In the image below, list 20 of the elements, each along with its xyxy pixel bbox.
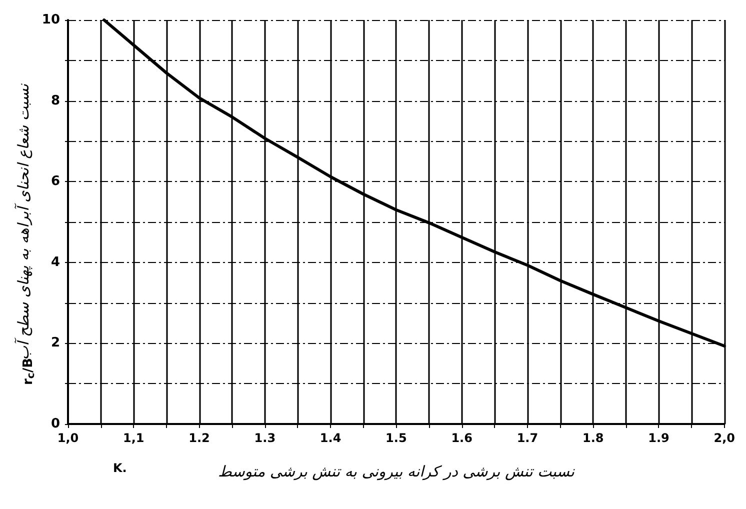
- x-axis-title: نسبت تنش برشی در کرانه بیرونی به تنش برشی متوسط: [218, 462, 576, 480]
- x-tick-label: 1.7: [516, 431, 538, 445]
- y-tick-label: 0: [50, 416, 60, 432]
- x-tick-label: 1.4: [320, 431, 342, 445]
- x-tick-label: 1.2: [188, 431, 210, 445]
- y-tick-label: 2: [50, 336, 60, 351]
- y-tick-label: 10: [42, 12, 60, 28]
- text: rc/B: [21, 358, 37, 385]
- y-tick-label: 4: [50, 254, 60, 270]
- x-tick-label: 2,0: [714, 431, 736, 445]
- text: K.: [113, 461, 127, 475]
- x-tick-label: 1.8: [582, 431, 604, 445]
- x-tick-label: 1.6: [451, 431, 472, 445]
- x-tick-label: 1.9: [648, 431, 670, 445]
- x-tick-label: 1,1: [122, 431, 144, 445]
- x-tick-label: 1.3: [254, 431, 276, 445]
- x-tick-label: 1,0: [57, 431, 79, 445]
- y-tick-label: 8: [50, 93, 60, 108]
- y-tick-label: 6: [50, 174, 60, 190]
- x-tick-label: 1.5: [386, 431, 407, 445]
